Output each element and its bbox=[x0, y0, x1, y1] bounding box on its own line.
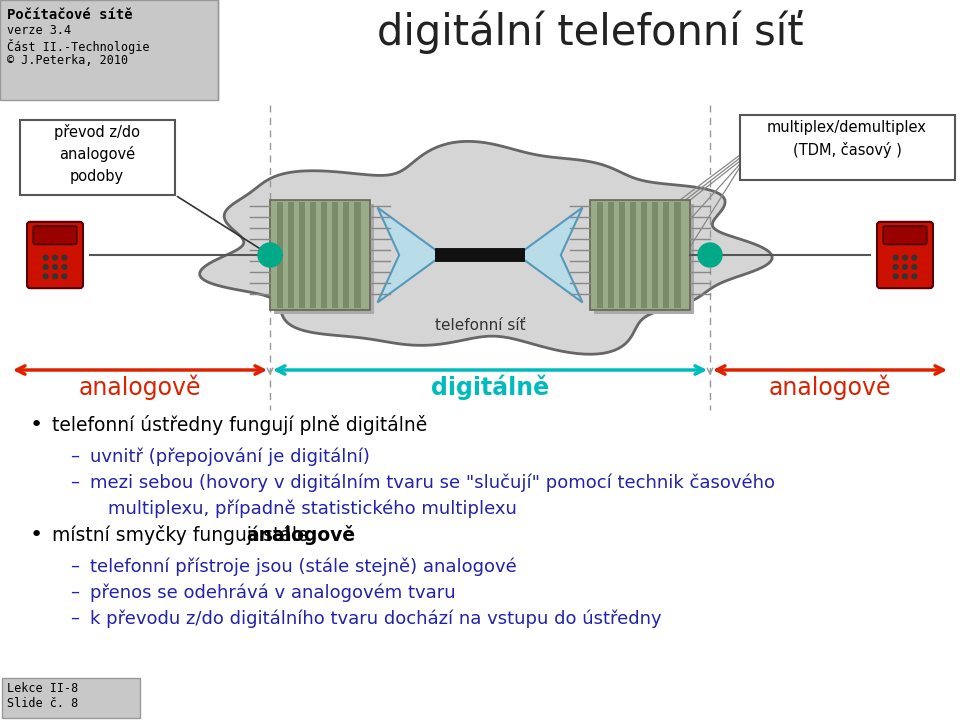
Text: digitální telefonní síť: digitální telefonní síť bbox=[376, 10, 804, 54]
Text: převod z/do
analogové
podoby: převod z/do analogové podoby bbox=[54, 124, 140, 184]
Text: analogově: analogově bbox=[79, 375, 202, 400]
Circle shape bbox=[53, 274, 58, 279]
Bar bbox=[2, 678, 140, 718]
Polygon shape bbox=[517, 207, 583, 302]
Bar bbox=[619, 202, 625, 308]
Circle shape bbox=[902, 256, 907, 260]
Polygon shape bbox=[377, 207, 443, 302]
Circle shape bbox=[894, 274, 898, 279]
Circle shape bbox=[62, 265, 66, 269]
Text: telefonní síť: telefonní síť bbox=[435, 318, 525, 333]
Text: Počítačové sítě: Počítačové sítě bbox=[7, 8, 132, 22]
Text: uvnitř (přepojování je digitální): uvnitř (přepojování je digitální) bbox=[90, 447, 370, 466]
Bar bbox=[354, 202, 361, 308]
Text: Lekce II-8: Lekce II-8 bbox=[7, 682, 79, 695]
Bar bbox=[299, 202, 305, 308]
Bar bbox=[288, 202, 294, 308]
Bar bbox=[332, 202, 338, 308]
Bar bbox=[276, 202, 283, 308]
Circle shape bbox=[912, 265, 917, 269]
Text: –: – bbox=[70, 473, 79, 491]
Bar bbox=[641, 202, 647, 308]
Circle shape bbox=[912, 274, 917, 279]
Text: k převodu z/do digitálního tvaru dochází na vstupu do ústředny: k převodu z/do digitálního tvaru dochází… bbox=[90, 609, 661, 628]
Bar bbox=[270, 200, 370, 310]
Text: digitálně: digitálně bbox=[431, 375, 549, 400]
Bar bbox=[597, 202, 603, 308]
Circle shape bbox=[698, 243, 722, 267]
Text: analogově: analogově bbox=[247, 525, 355, 545]
Bar bbox=[20, 120, 175, 195]
Text: telefonní přístroje jsou (stále stejně) analogové: telefonní přístroje jsou (stále stejně) … bbox=[90, 557, 516, 575]
Bar bbox=[274, 204, 374, 314]
FancyBboxPatch shape bbox=[883, 226, 926, 245]
Text: –: – bbox=[70, 557, 79, 575]
Bar bbox=[0, 0, 218, 100]
Text: Část II.-Technologie: Část II.-Technologie bbox=[7, 39, 150, 54]
Text: přenos se odehrává v analogovém tvaru: přenos se odehrává v analogovém tvaru bbox=[90, 583, 456, 601]
Bar bbox=[594, 204, 694, 314]
Circle shape bbox=[43, 274, 48, 279]
Circle shape bbox=[53, 256, 58, 260]
Circle shape bbox=[43, 256, 48, 260]
Text: místní smyčky fungují stále: místní smyčky fungují stále bbox=[52, 525, 315, 545]
Text: mezi sebou (hovory v digitálním tvaru se "slučují" pomocí technik časového: mezi sebou (hovory v digitálním tvaru se… bbox=[90, 473, 775, 492]
Circle shape bbox=[62, 256, 66, 260]
Bar bbox=[310, 202, 316, 308]
Text: multiplexu, případně statistického multiplexu: multiplexu, případně statistického multi… bbox=[108, 499, 516, 518]
Text: –: – bbox=[70, 447, 79, 465]
Bar bbox=[344, 202, 349, 308]
Bar bbox=[663, 202, 669, 308]
Text: multiplex/demultiplex
(TDM, časový ): multiplex/demultiplex (TDM, časový ) bbox=[767, 120, 927, 158]
Bar bbox=[608, 202, 613, 308]
Text: –: – bbox=[70, 583, 79, 601]
FancyBboxPatch shape bbox=[34, 226, 77, 245]
Text: •: • bbox=[30, 525, 43, 545]
Circle shape bbox=[902, 265, 907, 269]
Polygon shape bbox=[200, 141, 772, 354]
Bar bbox=[675, 202, 681, 308]
Circle shape bbox=[43, 265, 48, 269]
Circle shape bbox=[62, 274, 66, 279]
FancyBboxPatch shape bbox=[877, 222, 933, 288]
FancyBboxPatch shape bbox=[27, 222, 83, 288]
Text: © J.Peterka, 2010: © J.Peterka, 2010 bbox=[7, 54, 128, 67]
Circle shape bbox=[258, 243, 282, 267]
Text: telefonní ústředny fungují plně digitálně: telefonní ústředny fungují plně digitáln… bbox=[52, 415, 427, 435]
Bar bbox=[652, 202, 659, 308]
Text: –: – bbox=[70, 609, 79, 627]
Circle shape bbox=[53, 265, 58, 269]
Circle shape bbox=[894, 256, 898, 260]
Text: verze 3.4: verze 3.4 bbox=[7, 24, 71, 37]
Text: •: • bbox=[30, 415, 43, 435]
Bar bbox=[590, 200, 690, 310]
Bar bbox=[630, 202, 636, 308]
Text: Slide č. 8: Slide č. 8 bbox=[7, 697, 79, 710]
Circle shape bbox=[902, 274, 907, 279]
Text: analogově: analogově bbox=[769, 375, 891, 400]
Bar bbox=[321, 202, 327, 308]
Circle shape bbox=[894, 265, 898, 269]
Bar bbox=[740, 115, 955, 180]
Circle shape bbox=[912, 256, 917, 260]
